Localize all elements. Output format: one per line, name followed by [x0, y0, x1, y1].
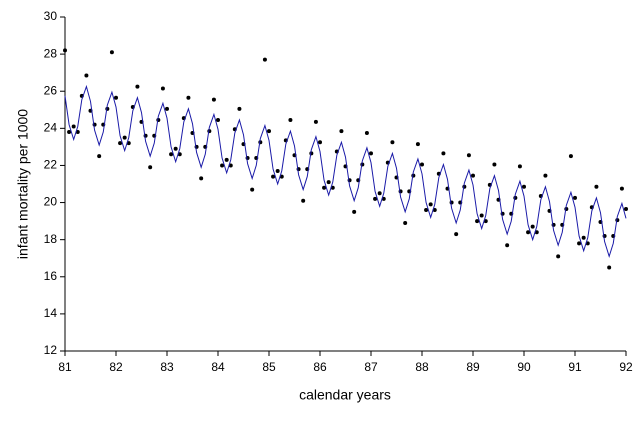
data-point	[424, 207, 429, 212]
data-point	[369, 151, 373, 156]
data-point	[173, 146, 178, 151]
data-point	[186, 95, 191, 100]
x-tick-label: 86	[313, 360, 327, 374]
data-point	[71, 124, 76, 129]
y-tick-label: 16	[44, 269, 58, 283]
x-tick-label: 81	[58, 360, 72, 374]
data-point	[109, 50, 114, 55]
data-point	[63, 48, 67, 53]
y-tick-label: 26	[44, 83, 58, 97]
data-point	[466, 153, 471, 158]
data-point	[318, 140, 322, 145]
data-point	[250, 187, 255, 192]
x-tick-label: 88	[415, 360, 429, 374]
y-tick-label: 18	[44, 232, 58, 246]
data-point	[364, 130, 369, 135]
data-point	[428, 202, 433, 207]
y-tick-label: 24	[44, 121, 58, 135]
data-point	[607, 265, 612, 270]
data-point	[624, 207, 628, 212]
data-point	[135, 84, 140, 89]
y-tick-label: 20	[44, 195, 58, 209]
data-point	[67, 130, 72, 135]
data-point	[262, 57, 267, 62]
y-tick-label: 30	[44, 9, 58, 23]
data-point	[122, 135, 127, 140]
data-point	[403, 220, 408, 225]
x-tick-label: 82	[109, 360, 123, 374]
data-point	[373, 196, 378, 201]
x-axis-title: calendar years	[299, 387, 391, 403]
data-point	[237, 106, 242, 111]
data-point	[165, 106, 169, 111]
data-point	[441, 151, 446, 156]
y-axis-title: infant mortality per 1000	[15, 109, 31, 259]
x-tick-label: 92	[619, 360, 633, 374]
data-point	[420, 162, 424, 167]
data-point	[390, 140, 395, 145]
data-point	[492, 162, 497, 167]
data-point	[169, 152, 174, 157]
x-tick-label: 91	[568, 360, 582, 374]
data-point	[530, 224, 535, 229]
data-point	[301, 198, 306, 203]
data-point	[160, 86, 165, 91]
fit-line	[64, 84, 627, 259]
data-point	[271, 174, 276, 179]
y-tick-label: 12	[44, 343, 58, 357]
x-tick-label: 87	[364, 360, 378, 374]
data-point	[199, 176, 204, 181]
data-point	[352, 209, 357, 214]
x-tick-label: 89	[466, 360, 480, 374]
data-point	[577, 241, 582, 246]
x-tick-label: 84	[211, 360, 225, 374]
data-point	[224, 157, 229, 162]
data-point	[211, 97, 216, 102]
data-point	[377, 191, 382, 196]
data-point	[479, 213, 484, 218]
data-point	[216, 117, 220, 122]
data-point	[522, 184, 526, 189]
data-point	[97, 154, 102, 159]
data-point	[267, 129, 271, 134]
y-tick-label: 14	[44, 306, 58, 320]
y-tick-label: 28	[44, 46, 58, 60]
data-point	[326, 180, 331, 185]
data-point	[288, 117, 293, 122]
data-point	[114, 95, 118, 100]
data-point	[556, 254, 561, 259]
data-point	[619, 186, 624, 191]
data-point	[517, 164, 522, 169]
data-point	[339, 129, 344, 134]
data-point	[84, 73, 89, 78]
data-point	[475, 219, 480, 224]
data-point	[526, 230, 531, 235]
x-tick-label: 90	[517, 360, 531, 374]
data-point	[471, 173, 475, 178]
data-point	[594, 184, 599, 189]
y-tick-label: 22	[44, 158, 58, 172]
data-point	[322, 185, 327, 190]
data-point	[415, 142, 420, 147]
x-tick-label: 83	[160, 360, 174, 374]
data-point	[573, 195, 577, 200]
data-point	[568, 154, 573, 159]
data-point	[454, 232, 459, 237]
data-point	[275, 169, 280, 174]
data-point	[543, 173, 548, 178]
data-point	[313, 119, 318, 124]
data-point	[118, 141, 123, 146]
data-point	[581, 235, 586, 240]
x-tick-label: 85	[262, 360, 276, 374]
data-point	[220, 163, 225, 168]
data-point	[148, 165, 153, 170]
data-point	[505, 243, 510, 248]
